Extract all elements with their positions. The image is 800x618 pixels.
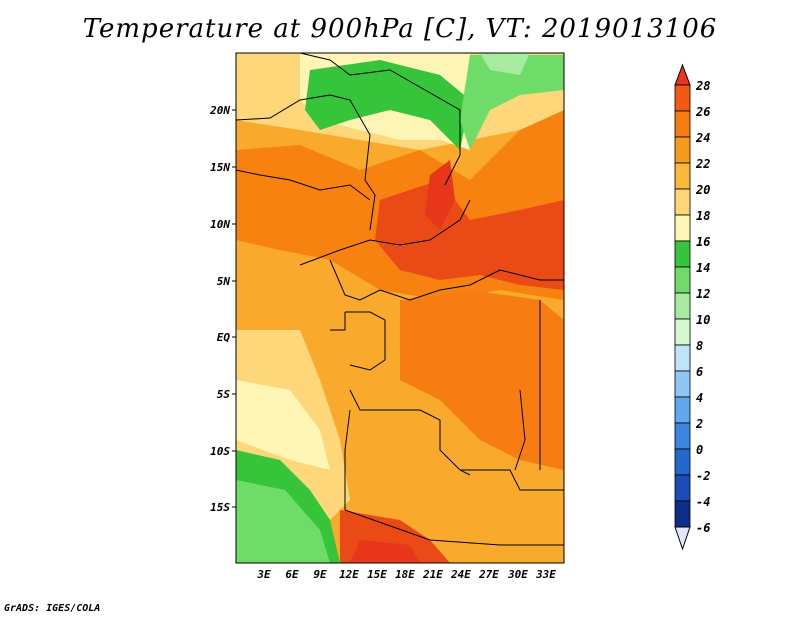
colorbar-label: 24: [695, 131, 710, 145]
colorbar-label: 0: [696, 443, 703, 457]
lon-axis: 3E 6E 9E 12E 15E 18E 21E 24E 27E 30E 33E: [256, 568, 556, 581]
colorbar-segment: [674, 110, 691, 138]
lon-label: 18E: [395, 568, 415, 581]
colorbar-segment: [674, 370, 691, 398]
lon-label: 12E: [339, 568, 359, 581]
colorbar-label: 6: [696, 365, 703, 379]
lon-label: 3E: [256, 568, 271, 581]
colorbar-label: 14: [696, 261, 710, 275]
colorbar-segment: [674, 344, 691, 372]
lon-label: 15E: [367, 568, 387, 581]
colorbar-label: -6: [696, 521, 710, 535]
colorbar-label: 26: [695, 105, 710, 119]
lon-label: 21E: [422, 568, 443, 581]
lat-label: 15S: [210, 501, 230, 514]
lat-label: EQ: [217, 331, 231, 344]
colorbar-label: 4: [696, 391, 703, 405]
colorbar-segment: [674, 214, 691, 242]
colorbar-top-arrow: [674, 63, 691, 86]
colorbar-segment: [674, 240, 691, 268]
lat-label: 10N: [210, 218, 230, 231]
colorbar-segment: [674, 162, 691, 190]
colorbar-segment: [674, 266, 691, 294]
colorbar-segment: [674, 318, 691, 346]
lon-label: 30E: [507, 568, 528, 581]
lat-axis: 20N 15N 10N 5N EQ 5S 10S 15S: [209, 104, 236, 514]
colorbar-segment: [674, 422, 691, 450]
colorbar-label: 10: [696, 313, 710, 327]
colorbar-segment: [674, 136, 691, 164]
lon-label: 6E: [285, 568, 299, 581]
colorbar-segment: [674, 292, 691, 320]
colorbar-label: 18: [696, 209, 710, 223]
colorbar-segment: [674, 474, 691, 502]
colorbar-label: 28: [695, 79, 710, 93]
lon-label: 24E: [450, 568, 471, 581]
lon-label: 27E: [478, 568, 499, 581]
colorbar-label: 20: [695, 183, 710, 197]
colorbar-label: 16: [696, 235, 710, 249]
lat-label: 15N: [210, 161, 230, 174]
temperature-map: [235, 52, 565, 564]
lon-label: 9E: [313, 568, 327, 581]
footer-credit: GrADS: IGES/COLA: [4, 603, 101, 614]
lon-label: 33E: [535, 568, 556, 581]
colorbar-segment: [674, 448, 691, 476]
colorbar-label: 22: [695, 157, 710, 171]
colorbar-segment: [674, 84, 691, 112]
colorbar-label: -2: [696, 469, 710, 483]
chart-title: Temperature at 900hPa [C], VT: 201901310…: [82, 14, 718, 44]
colorbar-segment: [674, 500, 691, 528]
lat-label: 20N: [209, 104, 230, 117]
colorbar-segment: [674, 396, 691, 424]
colorbar-bottom-arrow: [674, 526, 691, 551]
lat-label: 10S: [210, 445, 230, 458]
colorbar-label: 8: [696, 339, 703, 353]
colorbar-label: 2: [695, 417, 703, 431]
colorbar-label: -4: [696, 495, 710, 509]
colorbar-segment: [674, 188, 691, 216]
lat-label: 5S: [217, 388, 231, 401]
lat-label: 5N: [217, 275, 231, 288]
colorbar-label: 12: [696, 287, 710, 301]
